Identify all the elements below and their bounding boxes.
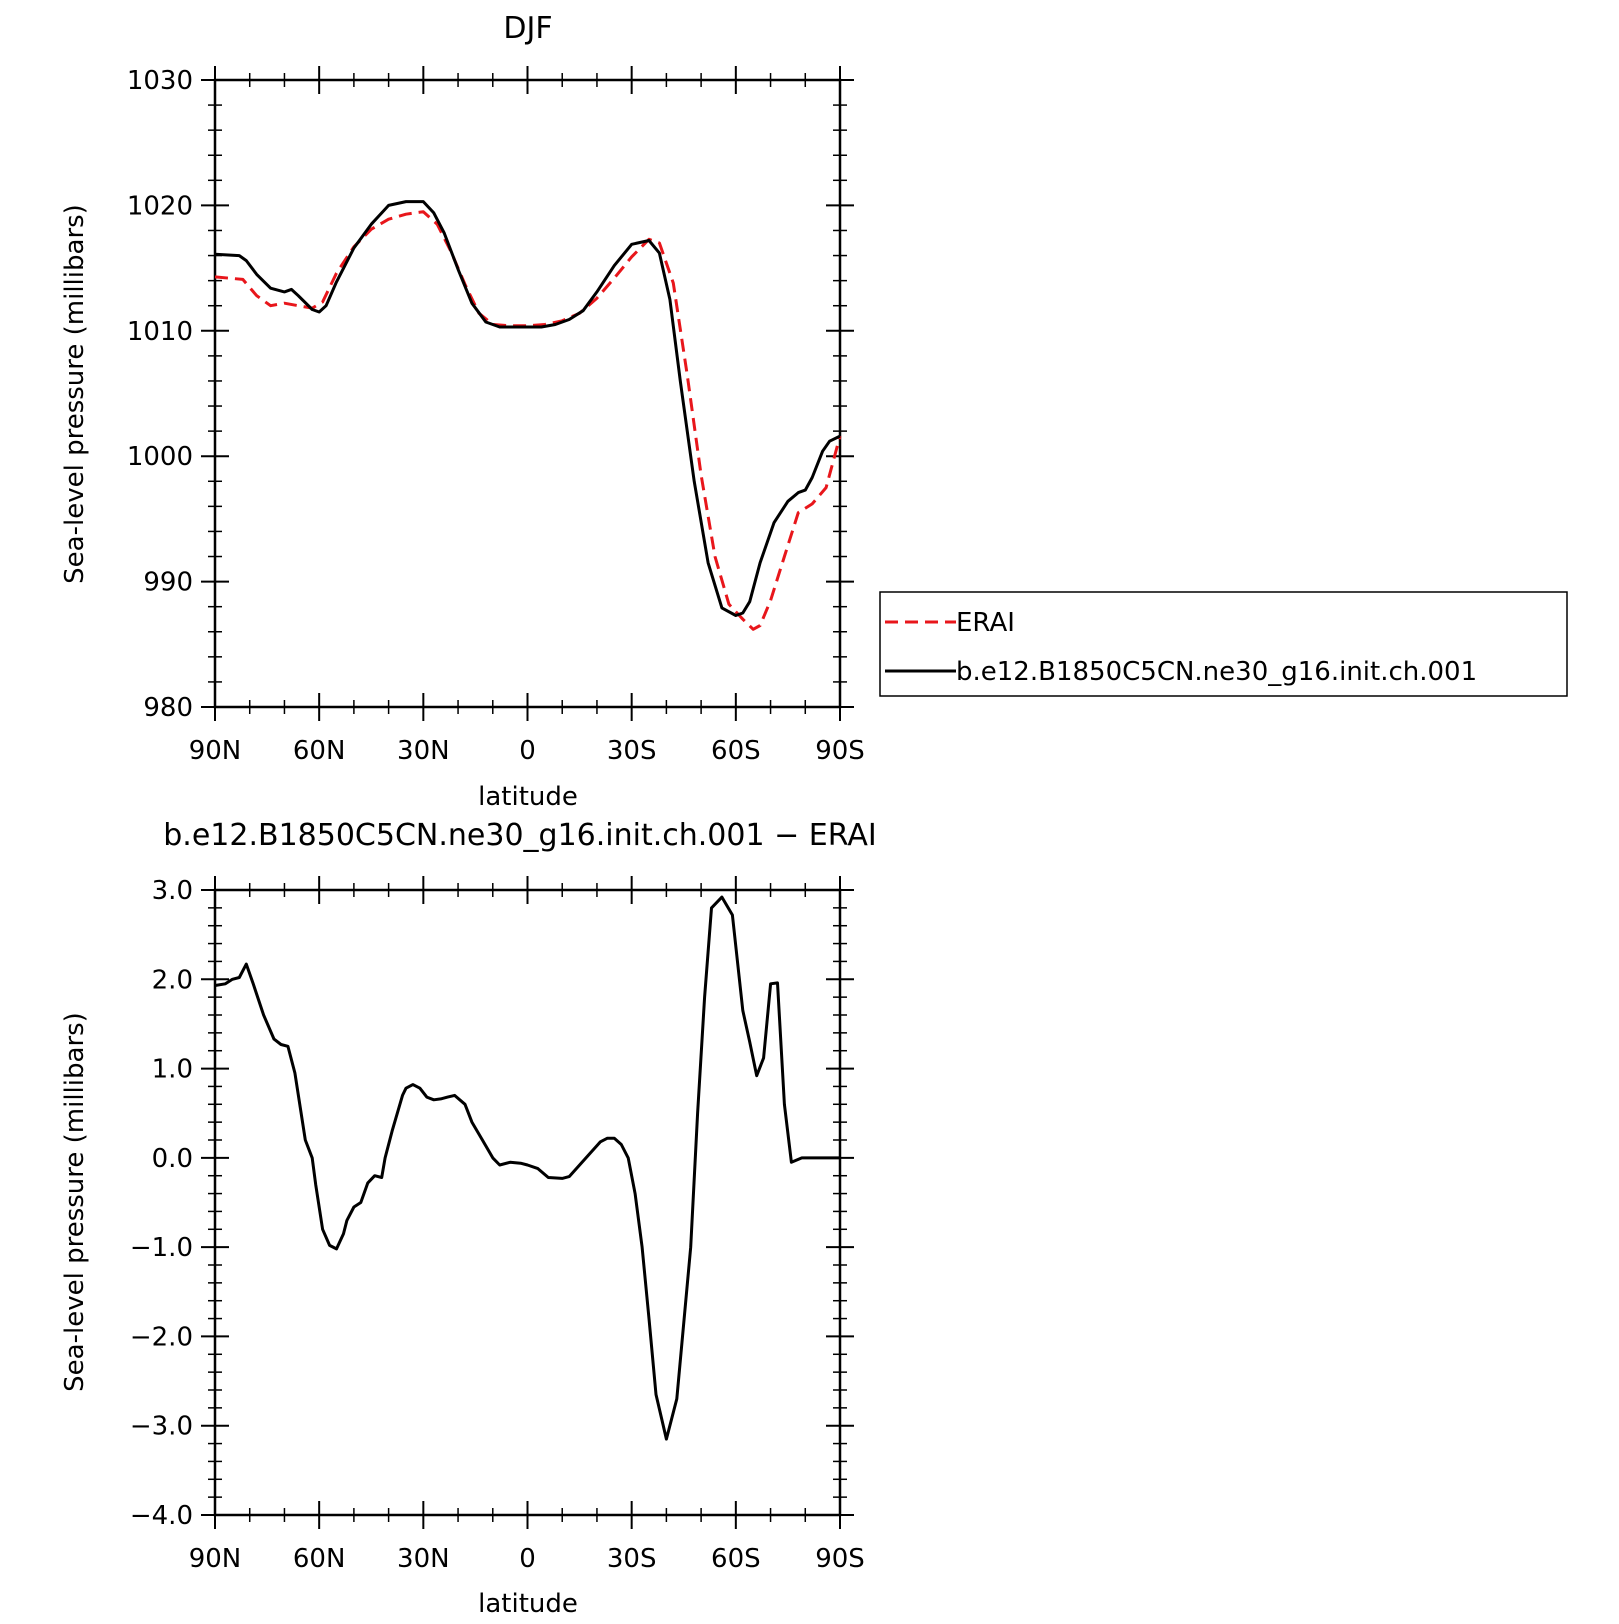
bottom-xtick-label: 30S [607, 1544, 657, 1574]
bottom-panel-series [214, 895, 840, 1441]
top-panel-minor-ticks [208, 73, 847, 714]
top-panel-series [214, 200, 842, 631]
bottom-xtick-label: 60N [293, 1544, 346, 1574]
bottom-xtick-label: 30N [397, 1544, 450, 1574]
legend-box [879, 591, 1568, 697]
top-panel-frame [213, 78, 842, 709]
bottom-ytick-label: 0.0 [152, 1144, 193, 1174]
bottom-ytick-label: −4.0 [130, 1501, 193, 1531]
top-panel-ylabel: Sea-level pressure (millibars) [60, 204, 90, 584]
bottom-panel-title: b.e12.B1850C5CN.ne30_g16.init.ch.001 − E… [163, 818, 876, 853]
bottom-series-line-difference [214, 895, 840, 1441]
top-ytick-label: 1010 [127, 317, 193, 347]
top-panel-xlabel: latitude [478, 782, 578, 812]
top-ytick-label: 1000 [127, 442, 193, 472]
bottom-panel-ylabel: Sea-level pressure (millibars) [60, 1012, 90, 1392]
top-ytick-label: 1030 [127, 66, 193, 96]
legend-label-erai: ERAI [956, 608, 1015, 638]
bottom-xtick-label: 60S [711, 1544, 761, 1574]
bottom-xtick-label: 90N [189, 1544, 242, 1574]
bottom-ytick-label: −1.0 [130, 1233, 193, 1263]
top-xtick-label: 0 [519, 736, 536, 766]
bottom-ytick-label: −3.0 [130, 1412, 193, 1442]
top-ytick-label: 990 [143, 568, 193, 598]
top-xtick-label: 90N [189, 736, 242, 766]
top-ytick-label: 1020 [127, 191, 193, 221]
bottom-xtick-label: 0 [519, 1544, 536, 1574]
top-panel: DJF 980 990 1000 1010 1020 1030 90N 60N 30N 0 30S 6… [60, 11, 1568, 812]
top-series-line-model [214, 200, 841, 617]
top-series-line-erai [214, 210, 842, 631]
bottom-panel-frame [213, 888, 842, 1517]
bottom-panel: b.e12.B1850C5CN.ne30_g16.init.ch.001 − E… [60, 818, 877, 1619]
top-ytick-label: 980 [143, 693, 193, 723]
top-xtick-label: 60N [293, 736, 346, 766]
bottom-xtick-label: 90S [815, 1544, 865, 1574]
legend-label-model: b.e12.B1850C5CN.ne30_g16.init.ch.001 [956, 657, 1477, 687]
top-xtick-label: 60S [711, 736, 761, 766]
bottom-panel-minor-ticks [208, 883, 847, 1522]
top-xtick-label: 30N [397, 736, 450, 766]
bottom-panel-xlabel: latitude [478, 1589, 578, 1619]
bottom-ytick-label: 3.0 [152, 876, 193, 906]
bottom-ytick-label: 1.0 [152, 1055, 193, 1085]
legend: ERAI b.e12.B1850C5CN.ne30_g16.init.ch.00… [879, 591, 1568, 697]
bottom-ytick-label: −2.0 [130, 1322, 193, 1352]
top-xtick-label: 30S [607, 736, 657, 766]
top-xtick-label: 90S [815, 736, 865, 766]
bottom-panel-ticks: −4.0 −3.0 −2.0 −1.0 0.0 1.0 2.0 3.0 90N 60N 30N 0 30… [130, 876, 865, 1574]
top-panel-ticks: 980 990 1000 1010 1020 1030 90N 60N 30N 0 30S 60S 90… [127, 66, 865, 766]
top-panel-title: DJF [503, 11, 552, 46]
bottom-ytick-label: 2.0 [152, 965, 193, 995]
